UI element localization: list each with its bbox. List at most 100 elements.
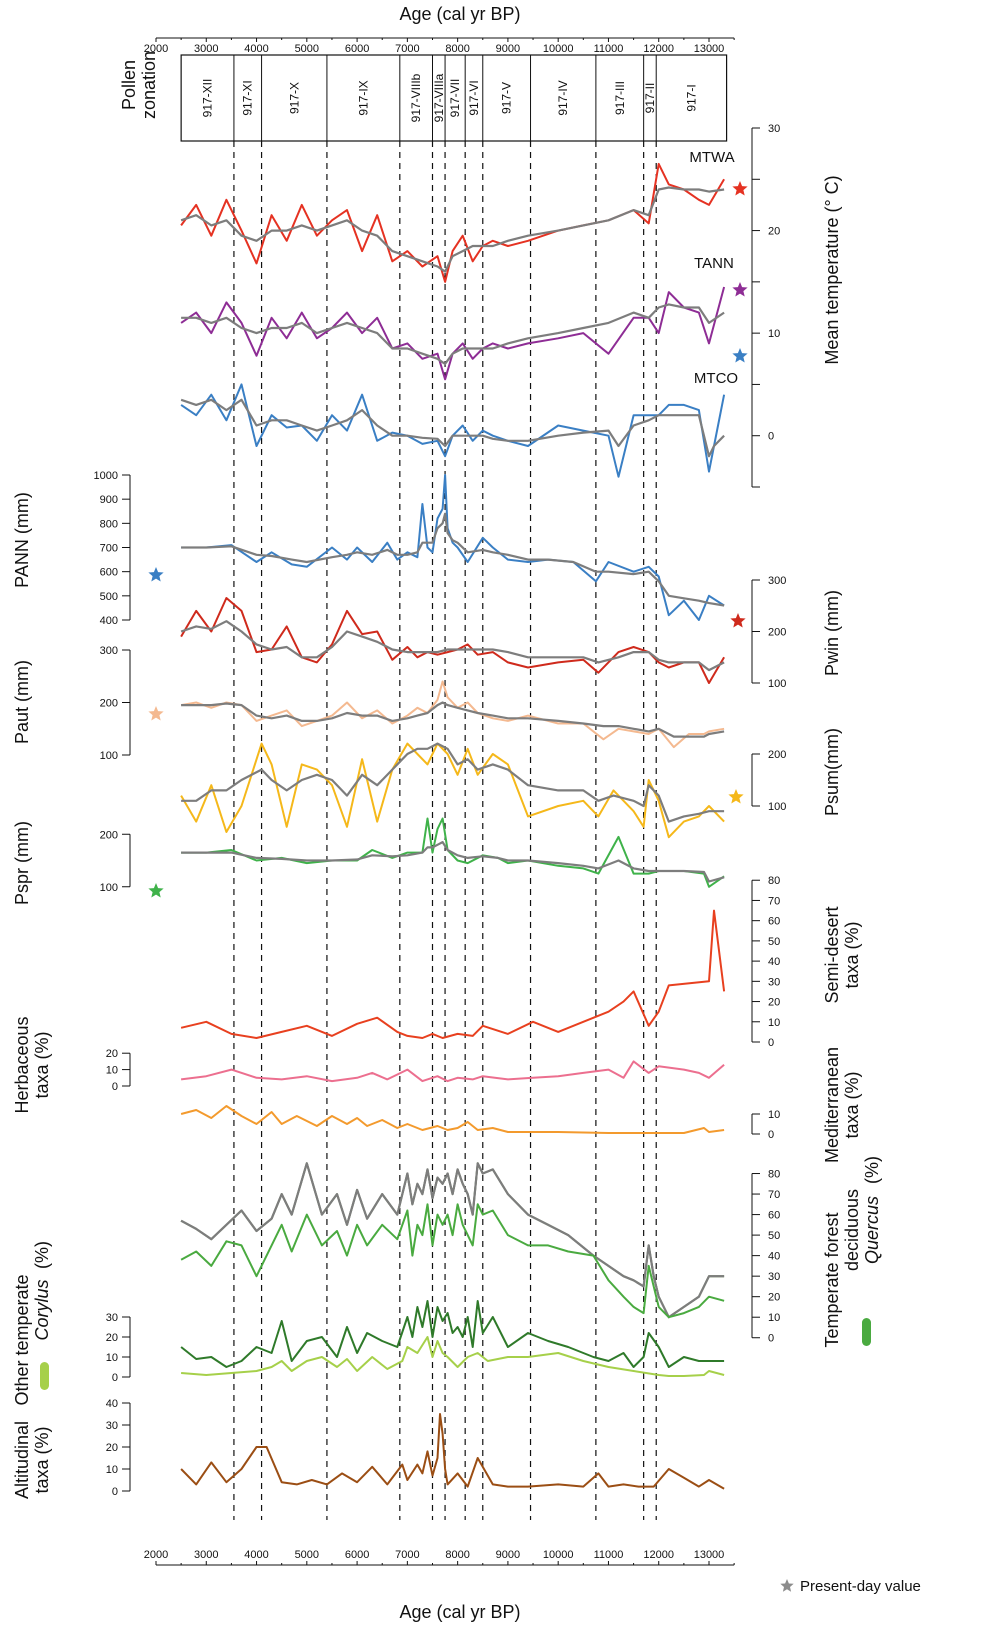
smoothed-mtwa xyxy=(180,186,725,273)
smoothed-paut xyxy=(181,701,725,738)
label-temperate-1: Temperate forest xyxy=(822,1212,842,1347)
y-tick-label: 100 xyxy=(768,801,786,813)
y-tick-label: 400 xyxy=(100,615,118,627)
y-tick-label: 60 xyxy=(768,916,780,928)
y-tick-label: 70 xyxy=(768,895,780,907)
y-tick-label: 50 xyxy=(768,1230,780,1242)
x-tick-label: 8000 xyxy=(445,1549,469,1561)
x-tick-label: 12000 xyxy=(643,43,674,55)
y-tick-label: 0 xyxy=(768,1333,774,1345)
smoothed-temperate-forest-deciduous xyxy=(180,1162,725,1319)
y-tick-label: 10 xyxy=(768,328,780,340)
zonation-title-line2: zonation xyxy=(139,51,159,119)
y-tick-label: 10 xyxy=(106,1065,118,1077)
present-day-legend: Present-day value xyxy=(780,1578,921,1595)
zone-label: 917-I xyxy=(684,84,698,111)
x-axis-title-bottom: Age (cal yr BP) xyxy=(399,1602,520,1622)
series-pwin xyxy=(180,597,725,684)
y-tick-label: 20 xyxy=(768,1292,780,1304)
present-day-star-tann xyxy=(732,282,748,297)
present-day-markers xyxy=(148,181,748,898)
y-tick-label: 100 xyxy=(100,882,118,894)
x-tick-label: 7000 xyxy=(395,1549,419,1561)
x-tick-label: 11000 xyxy=(594,43,624,55)
present-day-star-pspr xyxy=(148,883,164,898)
y-tick-label: 10 xyxy=(768,1109,780,1121)
present-day-legend-star xyxy=(780,1579,794,1592)
smoothed-psum xyxy=(181,742,725,823)
y-tick-label: 30 xyxy=(106,1420,118,1432)
label-corylus: Corylus xyxy=(32,1279,52,1340)
label-altitudinal-2: taxa (%) xyxy=(32,1426,52,1493)
y-tick-label: 40 xyxy=(768,956,780,968)
zone-label: 917-IV xyxy=(556,80,570,115)
series-mtwa xyxy=(180,162,725,283)
zone-label: 917-VIIIb xyxy=(409,73,423,122)
label-pspr: Pspr (mm) xyxy=(12,821,32,905)
x-tick-label: 10000 xyxy=(543,1549,574,1561)
label-pann: PANN (mm) xyxy=(12,492,32,588)
label-other-temperate-percent: (%) xyxy=(32,1241,52,1269)
quercus-legend-swatch xyxy=(862,1318,871,1346)
corylus-legend-swatch xyxy=(40,1362,49,1390)
zone-label: 917-VIIIa xyxy=(432,73,446,122)
y-tick-label: 30 xyxy=(768,976,780,988)
zone-label: 917-VII xyxy=(448,79,462,118)
y-tick-label: 1000 xyxy=(94,470,118,482)
y-tick-label: 10 xyxy=(768,1312,780,1324)
y-tick-label: 50 xyxy=(768,936,780,948)
x-axis-title-top: Age (cal yr BP) xyxy=(399,4,520,24)
series-herbaceous-taxa xyxy=(180,1060,725,1083)
label-herbaceous-2: taxa (%) xyxy=(32,1031,52,1098)
y-tick-label: 20 xyxy=(768,997,780,1009)
label-psum: Psum(mm) xyxy=(822,728,842,816)
y-tick-label: 20 xyxy=(106,1048,118,1060)
present-day-star-paut xyxy=(148,706,164,721)
x-tick-label: 13000 xyxy=(694,43,725,55)
y-tick-label: 20 xyxy=(768,226,780,238)
label-other-temperate-1: Other temperate xyxy=(12,1274,32,1405)
y-tick-label: 700 xyxy=(100,543,118,555)
label-temperate-quercus: Quercus xyxy=(862,1196,882,1264)
label-pwin: Pwin (mm) xyxy=(822,590,842,676)
present-day-star-pwin xyxy=(730,613,746,628)
y-tick-label: 10 xyxy=(106,1464,118,1476)
series-mtco xyxy=(180,383,726,478)
x-tick-label: 11000 xyxy=(594,1549,624,1561)
x-tick-label: 9000 xyxy=(496,43,520,55)
present-day-star-psum xyxy=(728,789,744,804)
present-day-star-mtwa xyxy=(732,181,748,196)
series-temperate-forest-deciduous xyxy=(180,1162,725,1319)
x-tick-label: 9000 xyxy=(496,1549,520,1561)
y-tick-label: 200 xyxy=(768,627,786,639)
y-tick-label: 20 xyxy=(106,1442,118,1454)
y-tick-label: 900 xyxy=(100,494,118,506)
zone-boundary-lines xyxy=(233,141,657,1520)
y-tick-label: 40 xyxy=(106,1398,118,1410)
smoothed-pann xyxy=(181,512,725,607)
y-tick-label: 30 xyxy=(106,1312,118,1324)
y-tick-label: 300 xyxy=(100,645,118,657)
y-tick-label: 80 xyxy=(768,875,780,887)
y-tick-label: 0 xyxy=(768,1037,774,1049)
y-tick-label: 0 xyxy=(112,1081,118,1093)
zonation-box xyxy=(180,54,728,142)
series-corylus xyxy=(181,1336,725,1377)
y-tick-label: 40 xyxy=(768,1251,780,1263)
y-tick-label: 600 xyxy=(100,567,118,579)
zone-label: 917-III xyxy=(613,81,627,115)
x-tick-label: 6000 xyxy=(345,43,369,55)
x-tick-label: 5000 xyxy=(295,43,319,55)
label-temperate-2: deciduous xyxy=(842,1189,862,1271)
x-tick-label: 13000 xyxy=(694,1549,725,1561)
series-semi-desert-taxa xyxy=(180,909,726,1039)
label-altitudinal-1: Altitudinal xyxy=(12,1421,32,1499)
series-quercus xyxy=(180,1203,725,1319)
y-tick-label: 10 xyxy=(106,1352,118,1364)
y-tick-label: 70 xyxy=(768,1189,780,1201)
zone-label: 917-XI xyxy=(241,80,255,115)
x-tick-label: 4000 xyxy=(244,1549,268,1561)
series-layer xyxy=(180,162,726,1490)
smoothed-pwin xyxy=(180,620,725,672)
y-tick-label: 300 xyxy=(768,575,786,587)
